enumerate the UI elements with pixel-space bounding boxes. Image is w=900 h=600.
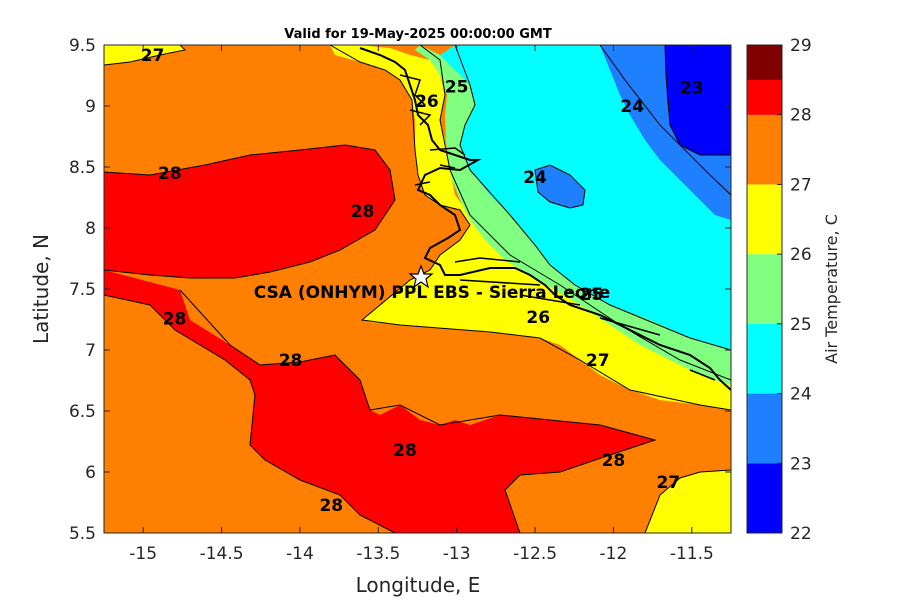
- contour-label: 28: [279, 351, 303, 371]
- contour-label: 28: [351, 202, 375, 222]
- colorbar-tick-label: 25: [790, 315, 812, 335]
- contour-label: 24: [523, 168, 547, 188]
- y-axis-ticks: 5.5 6 6.5 7 7.5 8 8.5 9 9.5: [69, 36, 731, 544]
- band-22-23: [665, 45, 731, 155]
- y-tick-label: 9: [85, 97, 96, 117]
- contour-label: 27: [656, 473, 680, 493]
- contour-label: 24: [620, 97, 644, 117]
- x-axis-ticks: -15 -14.5 -14 -13.5 -13 -12.5 -12 -11.5: [129, 45, 714, 564]
- band-26-27: [104, 45, 731, 533]
- colorbar-segment: [747, 114, 782, 185]
- colorbar-tick-label: 27: [790, 175, 812, 195]
- colorbar-segment: [747, 393, 782, 464]
- y-tick-label: 9.5: [69, 36, 96, 56]
- colorbar-tick-label: 28: [790, 106, 812, 126]
- colorbar-tick-label: 23: [790, 454, 812, 474]
- colorbar-segment: [747, 184, 782, 255]
- contour-labels: 27 26 25 24 23 28 28 24 28 28 26 25 27 28 28 27 28: [141, 46, 704, 516]
- colorbar-tick-label: 29: [790, 36, 812, 56]
- contour-label: 26: [526, 308, 550, 328]
- x-tick-label: -15: [129, 544, 157, 564]
- x-tick-label: -13: [443, 544, 471, 564]
- colorbar-frame: [746, 44, 783, 534]
- contour-label: 28: [319, 496, 343, 516]
- x-tick-label: -14: [286, 544, 314, 564]
- x-axis-label: Longitude, E: [356, 573, 481, 597]
- colorbar: [747, 45, 782, 533]
- band-24-25: [440, 45, 731, 350]
- contour-label: 28: [163, 309, 187, 329]
- x-tick-label: -14.5: [200, 544, 244, 564]
- contour-label: 26: [415, 92, 439, 112]
- contour-label: 25: [445, 77, 469, 97]
- colorbar-tick-label: 26: [790, 245, 812, 265]
- contour-label: 27: [141, 46, 165, 66]
- y-tick-label: 6.5: [69, 402, 96, 422]
- colorbar-tick-label: 24: [790, 385, 812, 405]
- x-tick-label: -12: [600, 544, 628, 564]
- band-28-south: [104, 270, 655, 533]
- contour-label: 27: [586, 351, 610, 371]
- colorbar-segment: [747, 45, 782, 80]
- contour-label: 23: [680, 79, 704, 99]
- coastline-detail: [399, 74, 716, 381]
- site-label: CSA (ONHYM) PPL EBS - Sierra Leone: [254, 283, 611, 303]
- map-plot: 27 26 25 24 23 28 28 24 28 28 26 25 27 28 28 27 28 CSA (…: [104, 45, 731, 533]
- band-25-26: [415, 45, 731, 385]
- colorbar-segment: [747, 463, 782, 533]
- coastline: [359, 47, 731, 391]
- x-tick-label: -13.5: [356, 544, 400, 564]
- y-tick-label: 6: [85, 463, 96, 483]
- y-tick-label: 5.5: [69, 524, 96, 544]
- y-tick-label: 7.5: [69, 280, 96, 300]
- colorbar-segment: [747, 323, 782, 394]
- contour-label: 28: [602, 451, 626, 471]
- y-tick-label: 7: [85, 341, 96, 361]
- band-28-north: [104, 145, 395, 278]
- colorbar-tick-label: 22: [790, 524, 812, 544]
- colorbar-segment: [747, 254, 782, 324]
- colorbar-label: Air Temperature, C: [822, 214, 841, 364]
- x-tick-label: -11.5: [670, 544, 714, 564]
- y-tick-label: 8.5: [69, 158, 96, 178]
- x-tick-label: -12.5: [513, 544, 557, 564]
- contour-lines: [104, 45, 731, 533]
- colorbar-ticks: 22 23 24 25 26 27 28 29: [777, 36, 812, 544]
- figure-title: Valid for 19-May-2025 00:00:00 GMT: [284, 27, 552, 42]
- site-marker-star-icon: [408, 264, 434, 289]
- y-axis-label: Latitude, N: [29, 234, 53, 344]
- contour-label: 28: [158, 164, 182, 184]
- y-tick-label: 8: [85, 219, 96, 239]
- contour-label: 25: [580, 285, 604, 305]
- contour-label: 28: [393, 441, 417, 461]
